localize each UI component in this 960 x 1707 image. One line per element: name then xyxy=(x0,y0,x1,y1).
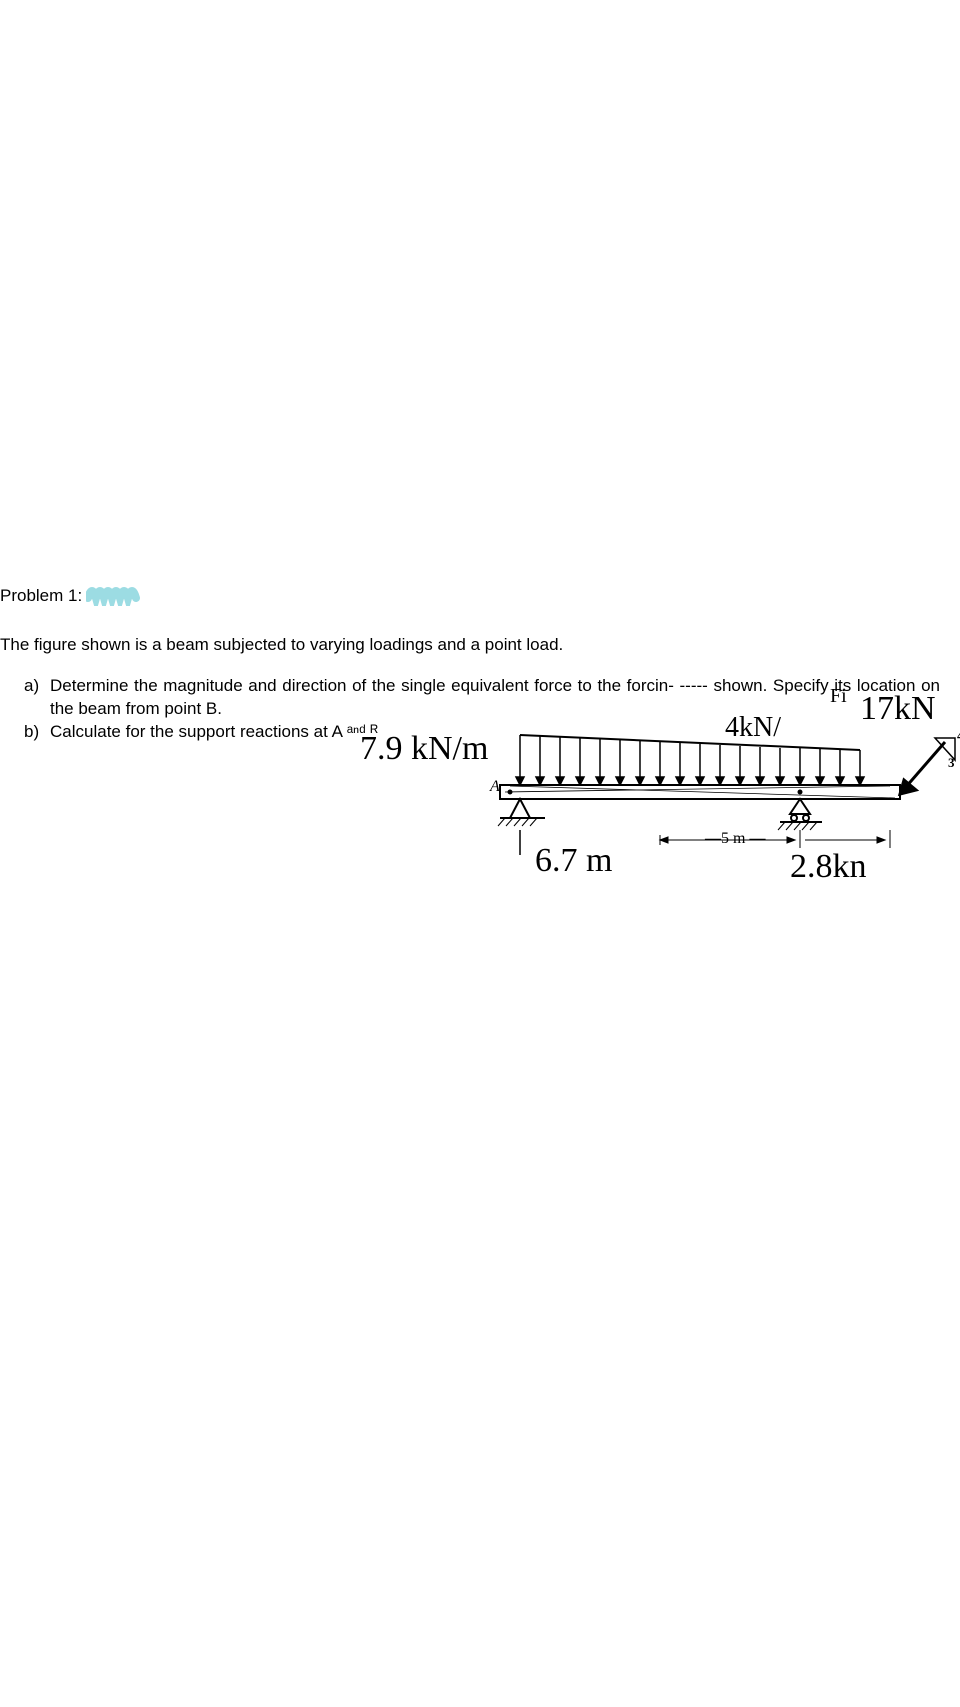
beam-figure: 7.9 kN/m 4kN/ Fi 17kN A 6.7 m —5 m — 2.8… xyxy=(360,680,960,900)
load-left-label: 7.9 kN/m xyxy=(360,730,488,768)
slope-bot: 3 xyxy=(948,755,955,771)
problem-number: Problem 1: xyxy=(0,586,82,606)
span-left-label: 6.7 m xyxy=(535,842,612,880)
support-a-label: A xyxy=(490,778,500,796)
span-right-label: 2.8kn xyxy=(790,848,867,886)
question-label: b) xyxy=(24,721,50,744)
question-label: a) xyxy=(24,675,50,721)
redaction-scribble xyxy=(86,580,142,611)
problem-intro: The figure shown is a beam subjected to … xyxy=(0,635,960,655)
load-right-label: 4kN/ xyxy=(725,712,781,744)
span-mid-label: —5 m — xyxy=(705,830,765,848)
fi-label: Fi xyxy=(830,685,847,708)
point-load-label: 17kN xyxy=(860,690,936,728)
problem-header: Problem 1: xyxy=(0,580,960,611)
